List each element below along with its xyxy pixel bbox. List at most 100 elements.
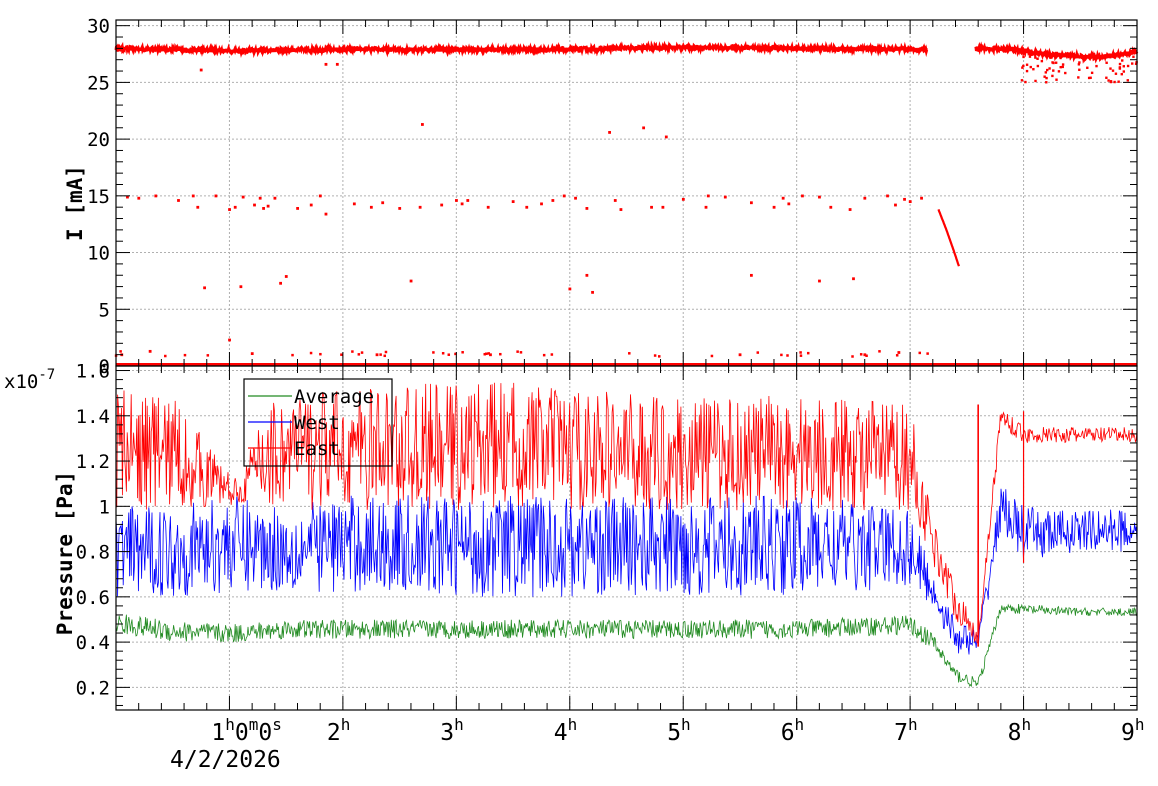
current-point xyxy=(1111,69,1115,72)
current-point xyxy=(710,354,714,358)
bottom-y-tick-label: 1.2 xyxy=(76,451,110,473)
current-point xyxy=(483,352,486,356)
current-point xyxy=(318,194,322,198)
current-point xyxy=(516,350,519,353)
current-point xyxy=(863,353,867,357)
current-point xyxy=(357,353,361,356)
current-point xyxy=(519,351,523,354)
current-point xyxy=(1059,65,1062,69)
current-point xyxy=(806,351,810,355)
current-point xyxy=(1134,62,1138,66)
bottom-y-tick-label: 0.2 xyxy=(76,677,110,699)
current-point xyxy=(379,353,382,356)
top-y-axis-title: I [mA] xyxy=(63,165,87,241)
current-point xyxy=(183,353,187,357)
current-point xyxy=(1092,53,1096,56)
current-point xyxy=(1105,61,1108,64)
current-point xyxy=(897,351,901,354)
current-point xyxy=(375,353,379,357)
current-point xyxy=(681,197,685,201)
current-point xyxy=(585,207,589,210)
current-point xyxy=(164,354,167,358)
current-point xyxy=(381,201,385,205)
current-point xyxy=(1126,79,1129,82)
current-point xyxy=(1044,71,1048,74)
bottom-y-tick-label: 1 xyxy=(99,496,110,518)
current-point xyxy=(1113,80,1116,84)
y-exponent-label: x10-7 xyxy=(4,367,55,393)
current-point xyxy=(918,351,922,355)
legend-entry-west: West xyxy=(294,412,340,434)
x-tick-label: 6h xyxy=(781,715,805,746)
current-point xyxy=(250,352,254,356)
bottom-y-tick-label: 0.4 xyxy=(76,632,110,654)
current-point xyxy=(1028,55,1032,58)
current-point xyxy=(1086,66,1089,69)
current-point xyxy=(799,354,803,357)
current-point xyxy=(818,279,821,283)
current-point xyxy=(206,354,210,357)
current-point xyxy=(1034,56,1037,59)
current-point xyxy=(1049,56,1052,59)
current-point xyxy=(485,352,488,356)
current-point xyxy=(460,202,464,206)
current-point xyxy=(895,354,899,357)
top-y-tick-label: 0 xyxy=(99,356,110,378)
current-point xyxy=(351,350,354,353)
current-point xyxy=(177,199,180,202)
current-point xyxy=(137,196,141,200)
current-point xyxy=(258,196,262,200)
bottom-plot-frame xyxy=(115,365,1138,711)
current-point xyxy=(203,286,206,290)
top-y-tick-label: 10 xyxy=(87,243,110,265)
current-point xyxy=(1020,79,1024,82)
bottom-y-tick-label: 0.8 xyxy=(76,542,110,564)
current-point xyxy=(1040,59,1044,63)
current-point xyxy=(650,205,653,209)
current-point xyxy=(619,208,623,211)
current-point xyxy=(886,194,889,198)
current-point xyxy=(756,351,760,354)
legend-box xyxy=(243,378,393,467)
current-point xyxy=(908,200,912,204)
current-point xyxy=(1105,76,1108,79)
current-point xyxy=(284,275,288,278)
current-point xyxy=(1052,69,1055,72)
x-tick-label: 3h xyxy=(440,715,464,746)
current-point xyxy=(228,208,231,211)
current-point xyxy=(432,351,435,354)
current-point xyxy=(384,350,388,354)
current-point xyxy=(369,205,373,209)
current-point xyxy=(574,196,577,200)
current-point xyxy=(591,290,594,294)
current-point xyxy=(568,287,572,291)
current-point xyxy=(1045,81,1048,84)
current-point xyxy=(926,352,929,355)
current-point xyxy=(1131,62,1134,65)
current-point xyxy=(1043,75,1046,78)
current-point xyxy=(1032,67,1035,71)
current-point xyxy=(859,353,863,356)
current-point xyxy=(1034,79,1037,83)
current-point xyxy=(119,350,122,353)
current-point xyxy=(1118,66,1122,69)
current-point xyxy=(787,202,791,206)
current-point xyxy=(461,351,464,354)
current-point xyxy=(1089,76,1092,79)
current-point xyxy=(440,203,444,207)
current-point xyxy=(661,205,665,209)
current-point xyxy=(894,203,897,207)
current-point xyxy=(525,205,529,209)
current-point xyxy=(1030,53,1033,56)
current-point xyxy=(499,352,502,356)
current-point xyxy=(1114,72,1118,75)
current-point xyxy=(441,352,445,355)
current-point xyxy=(772,205,776,209)
current-point xyxy=(352,202,356,206)
current-point xyxy=(1051,74,1054,78)
bottom-y-axis-title: Pressure [Pa] xyxy=(53,471,77,635)
current-point xyxy=(1046,68,1049,72)
top-y-tick-label: 25 xyxy=(87,72,110,94)
current-point xyxy=(1054,61,1058,64)
